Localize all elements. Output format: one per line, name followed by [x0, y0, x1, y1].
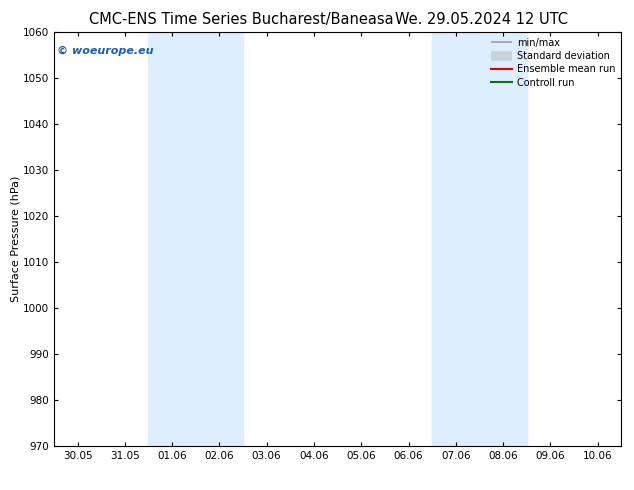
Bar [148, 32, 243, 446]
Text: © woeurope.eu: © woeurope.eu [56, 47, 153, 56]
Text: CMC-ENS Time Series Bucharest/Baneasa: CMC-ENS Time Series Bucharest/Baneasa [89, 12, 393, 27]
Y-axis label: Surface Pressure (hPa): Surface Pressure (hPa) [10, 176, 20, 302]
Text: We. 29.05.2024 12 UTC: We. 29.05.2024 12 UTC [396, 12, 568, 27]
Bar [432, 32, 527, 446]
Legend: min/max, Standard deviation, Ensemble mean run, Controll run: min/max, Standard deviation, Ensemble me… [488, 35, 618, 91]
